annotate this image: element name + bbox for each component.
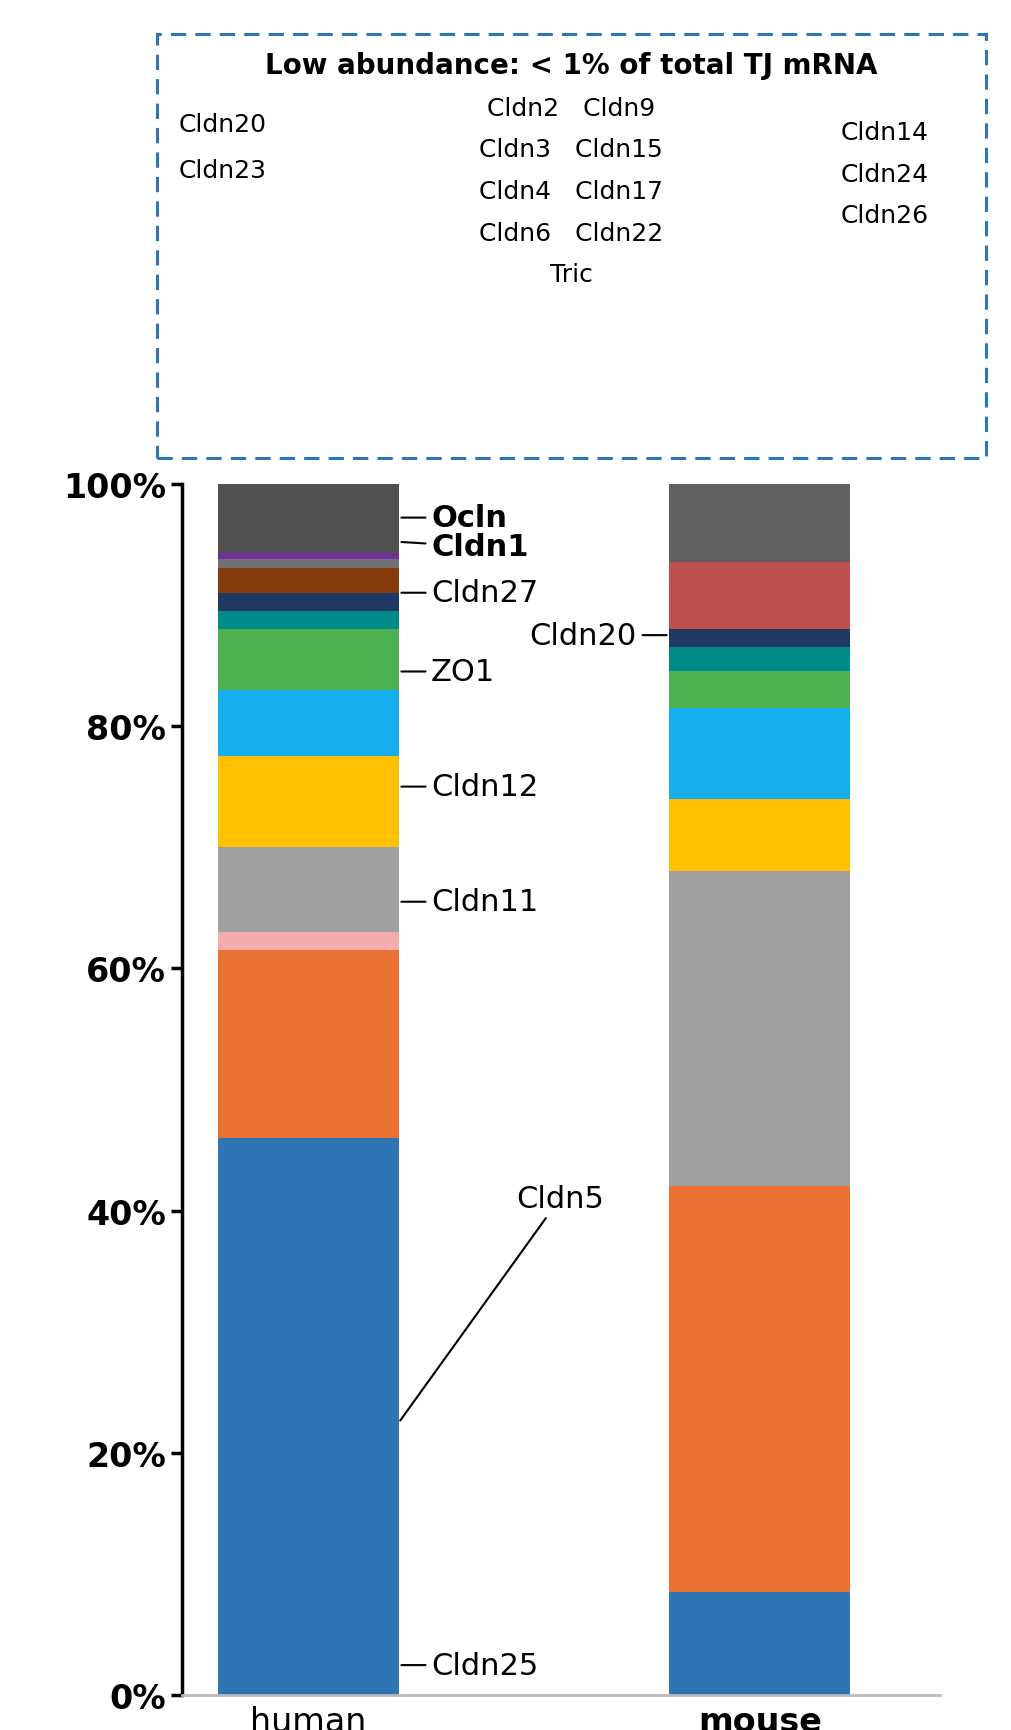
Text: Cldn25: Cldn25: [401, 1650, 539, 1680]
Text: Low abundance: < 1% of total TJ mRNA: Low abundance: < 1% of total TJ mRNA: [265, 52, 878, 80]
Text: Cldn6   Cldn22: Cldn6 Cldn22: [479, 221, 663, 246]
Bar: [669, 872, 850, 1187]
Text: Cldn11: Cldn11: [401, 887, 539, 917]
Bar: [669, 671, 850, 709]
Text: Cldn3   Cldn15: Cldn3 Cldn15: [479, 138, 663, 163]
Bar: [218, 559, 398, 569]
Text: Cldn2   Cldn9: Cldn2 Cldn9: [487, 97, 655, 121]
Bar: [218, 756, 398, 848]
Text: Cldn12: Cldn12: [401, 773, 539, 801]
Text: Tric: Tric: [550, 263, 592, 287]
Bar: [669, 484, 850, 564]
Bar: [218, 569, 398, 593]
Text: Cldn20: Cldn20: [530, 621, 666, 650]
Bar: [218, 593, 398, 612]
Bar: [218, 848, 398, 932]
Bar: [669, 630, 850, 647]
Text: Cldn26: Cldn26: [840, 204, 929, 228]
Bar: [669, 709, 850, 799]
Text: Cldn20: Cldn20: [178, 112, 267, 137]
Bar: [669, 647, 850, 671]
Bar: [669, 799, 850, 872]
Text: Cldn5: Cldn5: [400, 1185, 604, 1420]
Text: Ocln: Ocln: [401, 503, 508, 533]
Bar: [218, 477, 398, 554]
Text: Cldn27: Cldn27: [401, 580, 539, 607]
Bar: [218, 1138, 398, 1635]
Text: Cldn23: Cldn23: [178, 159, 267, 183]
Text: Cldn1: Cldn1: [401, 533, 529, 562]
Bar: [669, 564, 850, 630]
Text: Cldn24: Cldn24: [840, 163, 929, 187]
Bar: [218, 630, 398, 690]
Text: Cldn4   Cldn17: Cldn4 Cldn17: [479, 180, 663, 204]
Bar: [218, 612, 398, 630]
Bar: [218, 690, 398, 758]
Text: ZO1: ZO1: [401, 657, 495, 687]
Bar: [669, 1592, 850, 1695]
Text: Cldn14: Cldn14: [840, 121, 929, 145]
Bar: [218, 554, 398, 559]
Bar: [218, 1635, 398, 1695]
Bar: [669, 1187, 850, 1592]
Bar: [218, 932, 398, 952]
Bar: [218, 952, 398, 1138]
